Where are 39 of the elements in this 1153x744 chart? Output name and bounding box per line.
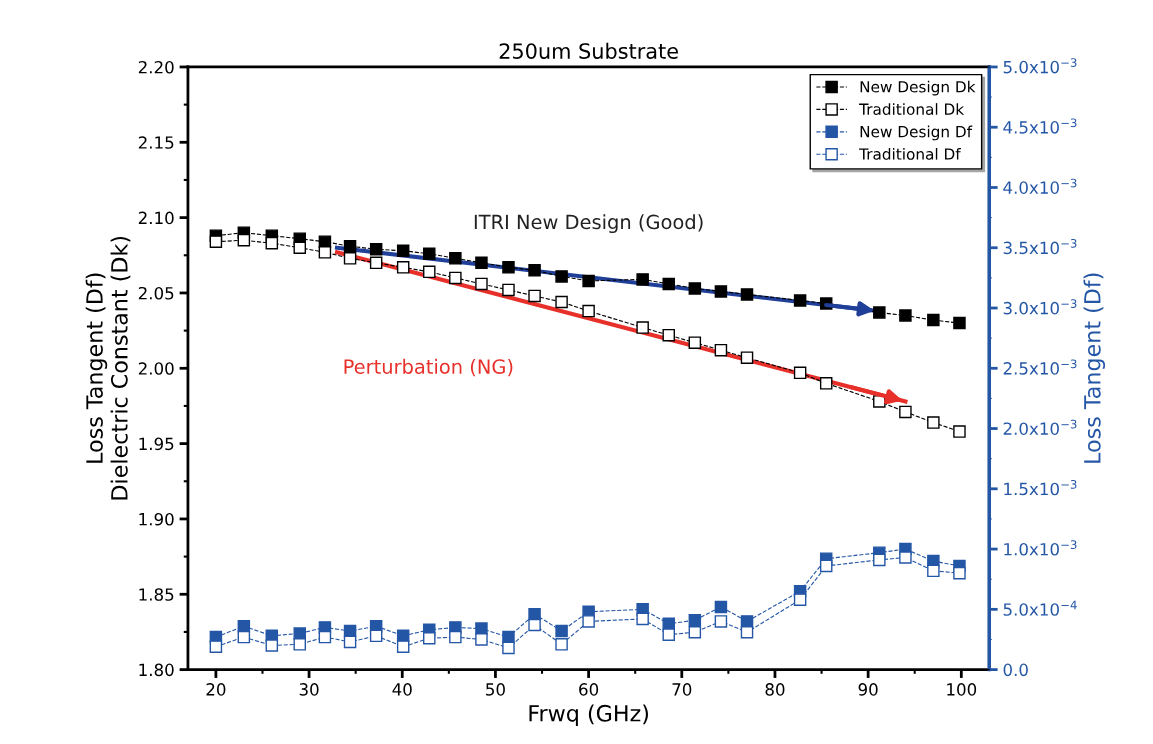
- x-tick-label: 80: [765, 683, 785, 696]
- x-tick-label: 40: [392, 683, 412, 696]
- y-tick-label: 2.15: [138, 136, 174, 149]
- y2-tick-label: 4.0x10$^{−3}$: [1003, 178, 1077, 194]
- y-tick-label: 2.00: [138, 362, 174, 375]
- x-tick-label: 30: [299, 683, 319, 696]
- legend-label: Traditional Df: [859, 147, 961, 160]
- y2-tick-label: 4.5x10$^{−3}$: [1003, 118, 1077, 134]
- y-tick-label: 2.05: [138, 286, 174, 300]
- y2-tick-label: 5.0x10$^{−3}$: [1003, 58, 1077, 74]
- y-tick-label: 1.85: [139, 588, 174, 601]
- y2-tick-label: 0.0: [1003, 663, 1028, 677]
- y2-tick-label: 1.0x10$^{−3}$: [1004, 540, 1077, 556]
- y2-axis-title: Loss Tangent (Df): [1083, 273, 1106, 463]
- x-tick-label: 50: [486, 683, 505, 696]
- y2-tick-label: 2.0x10$^{−3}$: [1003, 419, 1077, 435]
- annotation: Perturbation (NG): [344, 358, 513, 377]
- x-tick-label: 70: [672, 683, 692, 696]
- x-axis-title: Frwq (GHz): [529, 704, 648, 726]
- y-tick-label: 1.90: [139, 512, 174, 526]
- y2-tick-label: 3.0x10$^{−3}$: [1003, 299, 1077, 315]
- legend-label: New Design Dk: [860, 80, 976, 96]
- legend-label: Traditional Dk: [859, 103, 965, 115]
- chart-title: 250um Substrate: [499, 42, 678, 59]
- x-tick-label: 100: [947, 683, 977, 696]
- y2-tick-label: 5.0x10$^{−4}$: [1003, 600, 1077, 616]
- y-tick-label: 1.80: [139, 663, 174, 677]
- y-tick-label: 2.10: [138, 211, 174, 225]
- y2-tick-label: 3.5x10$^{−3}$: [1003, 238, 1077, 255]
- x-tick-label: 90: [858, 683, 878, 696]
- legend-label: New Design Df: [860, 125, 973, 141]
- x-tick-label: 60: [579, 683, 599, 696]
- annotation: ITRI New Design (Good): [474, 214, 703, 234]
- y-axis-title: Loss Tangent (Df) Dielectric Constant (Dk): [85, 236, 131, 500]
- y-tick-label: 1.95: [139, 437, 174, 451]
- y2-tick-label: 1.5x10$^{−3}$: [1004, 479, 1077, 496]
- x-tick-label: 20: [206, 683, 226, 696]
- y-tick-label: 2.20: [138, 60, 174, 74]
- y2-tick-label: 2.5x10$^{−3}$: [1003, 359, 1077, 375]
